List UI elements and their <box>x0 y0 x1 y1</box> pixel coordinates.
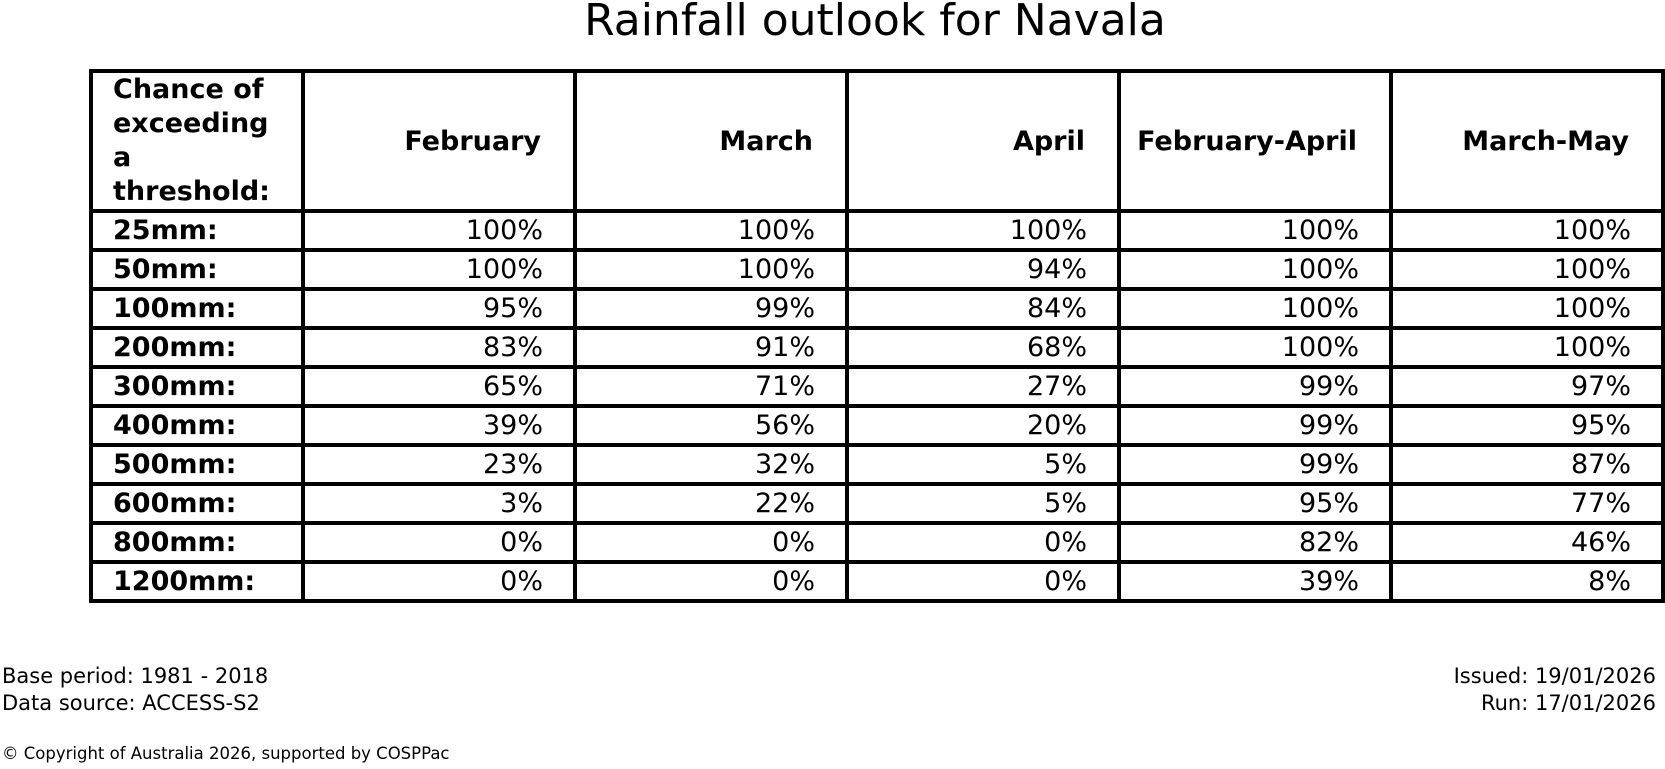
value-cell: 0% <box>301 521 577 565</box>
value-cell: 0% <box>845 560 1121 604</box>
value-cell: 84% <box>845 287 1121 331</box>
value-cell: 100% <box>1117 287 1393 331</box>
value-cell: 23% <box>301 443 577 487</box>
value-cell: 32% <box>573 443 849 487</box>
data-source-text: Data source: ACCESS-S2 <box>2 691 260 715</box>
value-cell: 22% <box>573 482 849 526</box>
column-header-february-april: February-April <box>1117 68 1393 214</box>
threshold-label: 25mm: <box>89 209 305 253</box>
base-period-text: Base period: 1981 - 2018 <box>2 664 269 688</box>
table-row: 600mm: 3% 22% 5% 95% 77% <box>89 482 1665 526</box>
value-cell: 100% <box>1389 248 1665 292</box>
table-row: 800mm: 0% 0% 0% 82% 46% <box>89 521 1665 565</box>
value-cell: 99% <box>1117 365 1393 409</box>
column-header-april: April <box>845 68 1121 214</box>
value-cell: 0% <box>301 560 577 604</box>
value-cell: 91% <box>573 326 849 370</box>
column-header-march: March <box>573 68 849 214</box>
value-cell: 27% <box>845 365 1121 409</box>
value-cell: 39% <box>1117 560 1393 604</box>
table-row: 200mm: 83% 91% 68% 100% 100% <box>89 326 1665 370</box>
value-cell: 100% <box>845 209 1121 253</box>
value-cell: 100% <box>1389 326 1665 370</box>
table-row: 400mm: 39% 56% 20% 99% 95% <box>89 404 1665 448</box>
header-row: Chance of exceeding a threshold: Februar… <box>89 68 1665 214</box>
value-cell: 95% <box>301 287 577 331</box>
table-row: 25mm: 100% 100% 100% 100% 100% <box>89 209 1665 253</box>
value-cell: 83% <box>301 326 577 370</box>
copyright-text: © Copyright of Australia 2026, supported… <box>2 744 450 763</box>
column-header-march-may: March-May <box>1389 68 1665 214</box>
value-cell: 95% <box>1389 404 1665 448</box>
value-cell: 100% <box>301 209 577 253</box>
value-cell: 99% <box>573 287 849 331</box>
value-cell: 99% <box>1117 404 1393 448</box>
run-date-text: Run: 17/01/2026 <box>1480 691 1656 715</box>
value-cell: 5% <box>845 443 1121 487</box>
value-cell: 3% <box>301 482 577 526</box>
threshold-label: 50mm: <box>89 248 305 292</box>
threshold-label: 200mm: <box>89 326 305 370</box>
threshold-label: 400mm: <box>89 404 305 448</box>
table-row: 1200mm: 0% 0% 0% 39% 8% <box>89 560 1665 604</box>
value-cell: 100% <box>1117 248 1393 292</box>
value-cell: 0% <box>573 521 849 565</box>
table-row: 50mm: 100% 100% 94% 100% 100% <box>89 248 1665 292</box>
value-cell: 99% <box>1117 443 1393 487</box>
value-cell: 100% <box>1389 209 1665 253</box>
column-header-february: February <box>301 68 577 214</box>
value-cell: 100% <box>1389 287 1665 331</box>
footer-left-block: Base period: 1981 - 2018 Data source: AC… <box>2 663 268 717</box>
value-cell: 94% <box>845 248 1121 292</box>
threshold-label: 800mm: <box>89 521 305 565</box>
value-cell: 71% <box>573 365 849 409</box>
value-cell: 68% <box>845 326 1121 370</box>
value-cell: 0% <box>845 521 1121 565</box>
threshold-label: 500mm: <box>89 443 305 487</box>
value-cell: 87% <box>1389 443 1665 487</box>
value-cell: 20% <box>845 404 1121 448</box>
value-cell: 82% <box>1117 521 1393 565</box>
threshold-header-cell: Chance of exceeding a threshold: <box>89 68 305 214</box>
value-cell: 100% <box>1117 209 1393 253</box>
value-cell: 39% <box>301 404 577 448</box>
value-cell: 65% <box>301 365 577 409</box>
value-cell: 97% <box>1389 365 1665 409</box>
value-cell: 100% <box>1117 326 1393 370</box>
value-cell: 0% <box>573 560 849 604</box>
threshold-label: 1200mm: <box>89 560 305 604</box>
value-cell: 5% <box>845 482 1121 526</box>
threshold-label: 300mm: <box>89 365 305 409</box>
table-row: 300mm: 65% 71% 27% 99% 97% <box>89 365 1665 409</box>
threshold-label: 100mm: <box>89 287 305 331</box>
value-cell: 95% <box>1117 482 1393 526</box>
value-cell: 56% <box>573 404 849 448</box>
value-cell: 100% <box>301 248 577 292</box>
value-cell: 100% <box>573 248 849 292</box>
issued-date-text: Issued: 19/01/2026 <box>1453 664 1656 688</box>
table-row: 100mm: 95% 99% 84% 100% 100% <box>89 287 1665 331</box>
table-row: 500mm: 23% 32% 5% 99% 87% <box>89 443 1665 487</box>
value-cell: 77% <box>1389 482 1665 526</box>
footer-right-block: Issued: 19/01/2026 Run: 17/01/2026 <box>1454 663 1656 717</box>
value-cell: 46% <box>1389 521 1665 565</box>
page-title: Rainfall outlook for Navala <box>584 0 1166 46</box>
threshold-label: 600mm: <box>89 482 305 526</box>
rainfall-outlook-table: Chance of exceeding a threshold: Februar… <box>89 68 1665 604</box>
value-cell: 8% <box>1389 560 1665 604</box>
value-cell: 100% <box>573 209 849 253</box>
